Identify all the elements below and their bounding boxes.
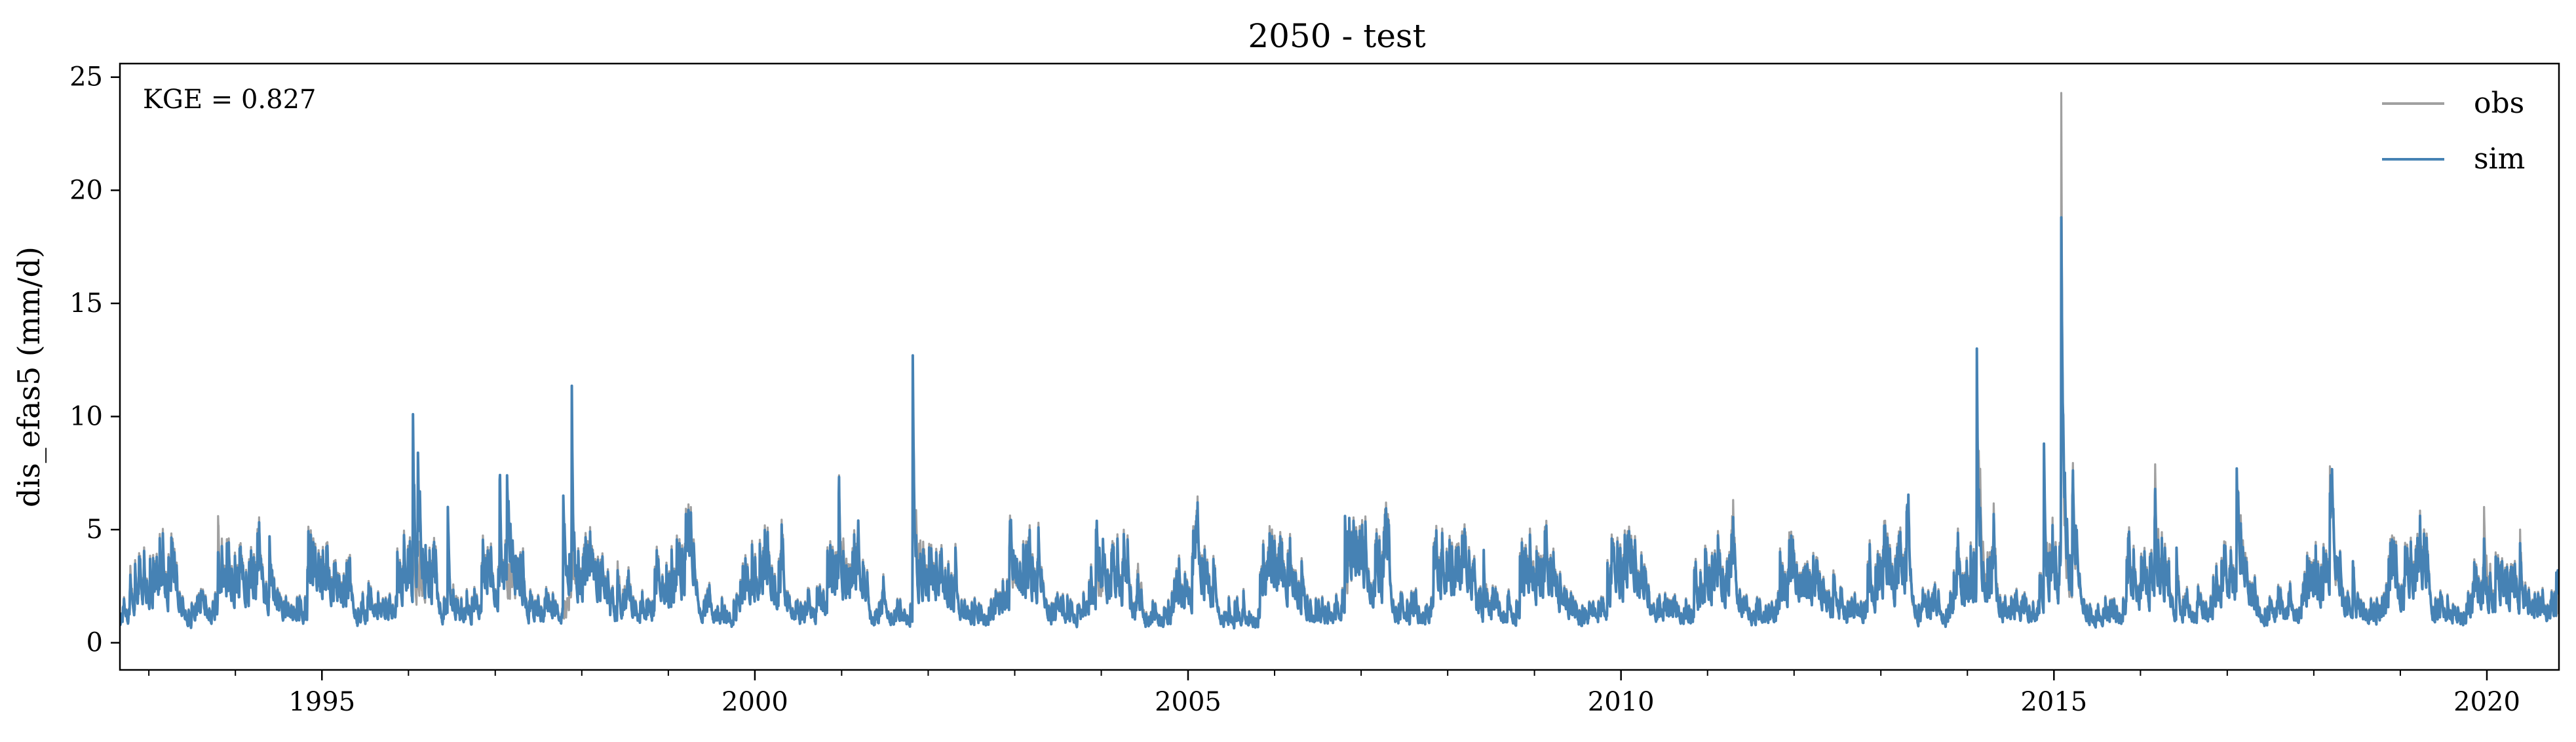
legend-label-sim: sim [2474, 142, 2525, 176]
legend-label-obs: obs [2474, 87, 2524, 120]
x-tick-label: 1995 [288, 687, 355, 717]
legend: obs sim [2382, 87, 2525, 176]
series-line-sim [120, 216, 2559, 630]
x-tick-label: 2020 [2453, 687, 2520, 717]
y-tick-label: 20 [69, 175, 103, 205]
series-line-obs [120, 92, 2559, 629]
x-tick-label: 2010 [1588, 687, 1655, 717]
y-tick-label: 5 [87, 515, 103, 545]
y-axis-label: dis_efas5 (mm/d) [11, 246, 47, 507]
x-tick-label: 2000 [721, 687, 788, 717]
y-tick-label: 10 [69, 401, 103, 431]
kge-annotation: KGE = 0.827 [143, 85, 317, 115]
y-tick-label: 0 [87, 628, 103, 658]
x-tick-label: 2015 [2020, 687, 2087, 717]
y-tick-label: 15 [69, 288, 103, 319]
y-tick-label: 25 [69, 62, 103, 92]
chart-title: 2050 - test [1248, 17, 1425, 55]
x-tick-label: 2005 [1155, 687, 1221, 717]
plot-frame [119, 62, 2560, 671]
